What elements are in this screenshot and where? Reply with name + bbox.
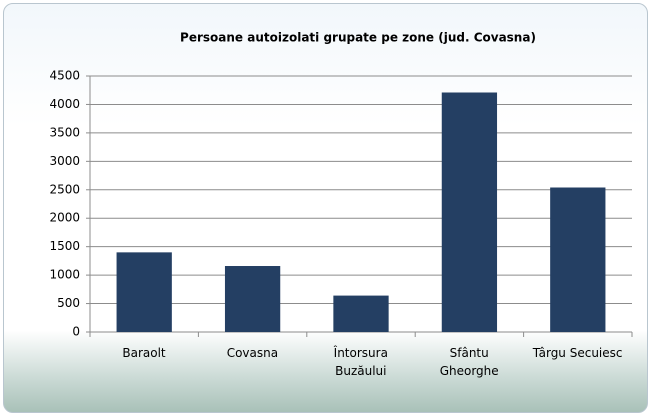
y-tick-label: 4000 — [49, 97, 80, 111]
x-tick-label: Târgu Secuiesc — [532, 346, 623, 360]
y-tick-label: 1000 — [49, 268, 80, 282]
x-tick-label: Sfântu Gheorghe — [439, 346, 499, 378]
chart-frame — [3, 3, 648, 413]
bar — [550, 187, 606, 332]
x-tick-label: Baraolt — [122, 346, 166, 360]
y-tick-label: 0 — [72, 325, 80, 339]
x-tick-label: Întorsura Buzăului — [333, 346, 388, 378]
y-tick-label: 2000 — [49, 211, 80, 225]
bar — [224, 266, 281, 332]
bar — [333, 295, 389, 332]
y-tick-label: 3000 — [49, 154, 80, 168]
y-tick-label: 4500 — [49, 69, 80, 83]
bar — [441, 92, 498, 333]
x-tick-label: Covasna — [226, 346, 279, 360]
y-tick-label: 2500 — [49, 182, 80, 196]
bar — [116, 252, 172, 332]
chart-title: Persoane autoizolati grupate pe zone (ju… — [180, 31, 536, 45]
y-tick-label: 500 — [57, 296, 80, 310]
y-tick-label: 3500 — [49, 125, 80, 139]
y-tick-label: 1500 — [49, 239, 80, 253]
